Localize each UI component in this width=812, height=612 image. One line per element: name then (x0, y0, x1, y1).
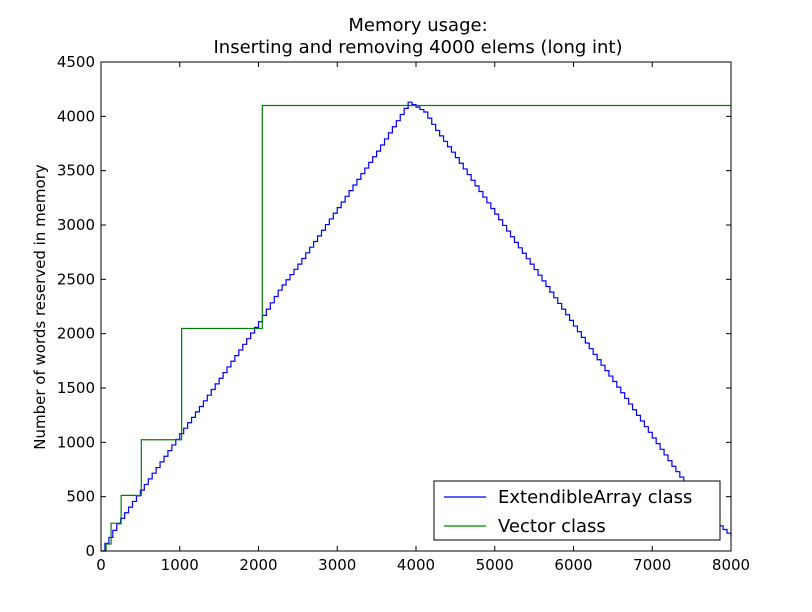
y-tick-label: 500 (66, 488, 95, 506)
x-tick-label: 4000 (397, 556, 435, 574)
y-tick-label: 4500 (57, 53, 95, 71)
x-tick-label: 8000 (712, 556, 750, 574)
x-tick-label: 2000 (239, 556, 277, 574)
x-tick-label: 7000 (633, 556, 671, 574)
legend-box (433, 480, 721, 541)
y-tick-label: 1500 (57, 379, 95, 397)
legend-label-0: ExtendibleArray class (498, 487, 692, 508)
y-tick-label: 3000 (57, 216, 95, 234)
x-tick-label: 5000 (476, 556, 514, 574)
series-line-1 (101, 104, 731, 552)
x-tick-label: 3000 (318, 556, 356, 574)
plot-area: 0 1000 2000 3000 4000 5000 6000 7000 8000 0 500 100… (57, 53, 750, 574)
y-tick-label: 3500 (57, 162, 95, 180)
plot-frame (100, 61, 732, 552)
chart-title: Memory usage: (348, 15, 487, 36)
y-tick-label: 4000 (57, 107, 95, 125)
x-tick-label: 1000 (161, 556, 199, 574)
y-axis-label: Number of words reserved in memory (31, 164, 49, 450)
y-tick-label: 1000 (57, 433, 95, 451)
x-tick-label: 0 (96, 556, 106, 574)
chart-subtitle: Inserting and removing 4000 elems (long … (214, 37, 623, 58)
y-tick-label: 2000 (57, 325, 95, 343)
y-tick-label: 0 (85, 542, 95, 560)
legend-label-1: Vector class (498, 516, 606, 537)
series-line-0 (101, 101, 732, 552)
y-tick-label: 2500 (57, 270, 95, 288)
x-tick-label: 6000 (554, 556, 592, 574)
